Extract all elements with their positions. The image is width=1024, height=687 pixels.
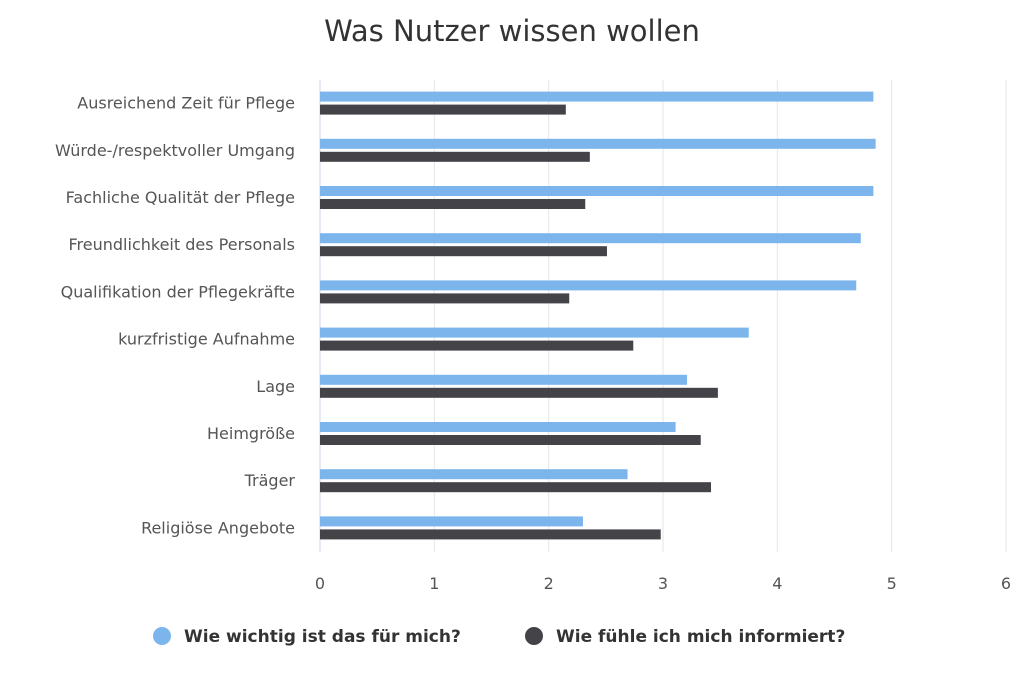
category-label: kurzfristige Aufnahme xyxy=(118,330,295,349)
legend-marker xyxy=(153,627,171,645)
x-tick-label: 5 xyxy=(887,574,897,593)
bar-importance xyxy=(320,280,857,291)
bar-importance xyxy=(320,91,874,102)
category-label: Fachliche Qualität der Pflege xyxy=(66,188,295,207)
bar-informed xyxy=(320,199,586,209)
category-label: Lage xyxy=(256,377,295,396)
bar-informed xyxy=(320,151,590,162)
bar-importance xyxy=(320,422,676,432)
bar-informed xyxy=(320,482,712,493)
category-label: Religiöse Angebote xyxy=(141,518,295,537)
bar-informed xyxy=(320,340,634,351)
bar-informed xyxy=(320,435,701,445)
chart-title: Was Nutzer wissen wollen xyxy=(324,14,700,48)
category-label: Träger xyxy=(244,471,296,490)
bars xyxy=(320,91,876,540)
category-label: Heimgröße xyxy=(207,424,295,443)
x-tick-label: 6 xyxy=(1001,574,1011,593)
bar-importance xyxy=(320,374,688,385)
bar-informed xyxy=(320,246,607,257)
bar-informed xyxy=(320,529,661,540)
category-label: Freundlichkeit des Personals xyxy=(69,235,296,254)
x-tick-labels: 0 1 2 3 4 5 6 xyxy=(315,574,1011,593)
category-label: Würde-/respektvoller Umgang xyxy=(55,141,295,160)
x-tick-label: 1 xyxy=(429,574,439,593)
bar-importance xyxy=(320,138,876,149)
x-tick-label: 2 xyxy=(544,574,554,593)
bar-importance xyxy=(320,469,628,480)
bar-importance xyxy=(320,186,874,196)
x-tick-label: 4 xyxy=(772,574,782,593)
legend-marker xyxy=(525,627,543,645)
category-label: Ausreichend Zeit für Pflege xyxy=(77,94,295,113)
x-tick-label: 3 xyxy=(658,574,668,593)
x-tick-label: 0 xyxy=(315,574,325,593)
bar-importance xyxy=(320,233,861,244)
legend-item: Wie wichtig ist das für mich? xyxy=(184,627,461,647)
legend: Wie wichtig ist das für mich? Wie fühle i… xyxy=(153,627,845,647)
bar-informed xyxy=(320,387,718,398)
category-label: Qualifikation der Pflegekräfte xyxy=(61,282,295,301)
category-labels: Ausreichend Zeit für Pflege Würde-/respek… xyxy=(55,94,295,538)
grid xyxy=(319,80,1007,552)
legend-item: Wie fühle ich mich informiert? xyxy=(556,627,845,647)
bar-importance xyxy=(320,516,583,527)
bar-informed xyxy=(320,104,566,115)
bar-importance xyxy=(320,327,749,338)
bar-informed xyxy=(320,293,570,304)
